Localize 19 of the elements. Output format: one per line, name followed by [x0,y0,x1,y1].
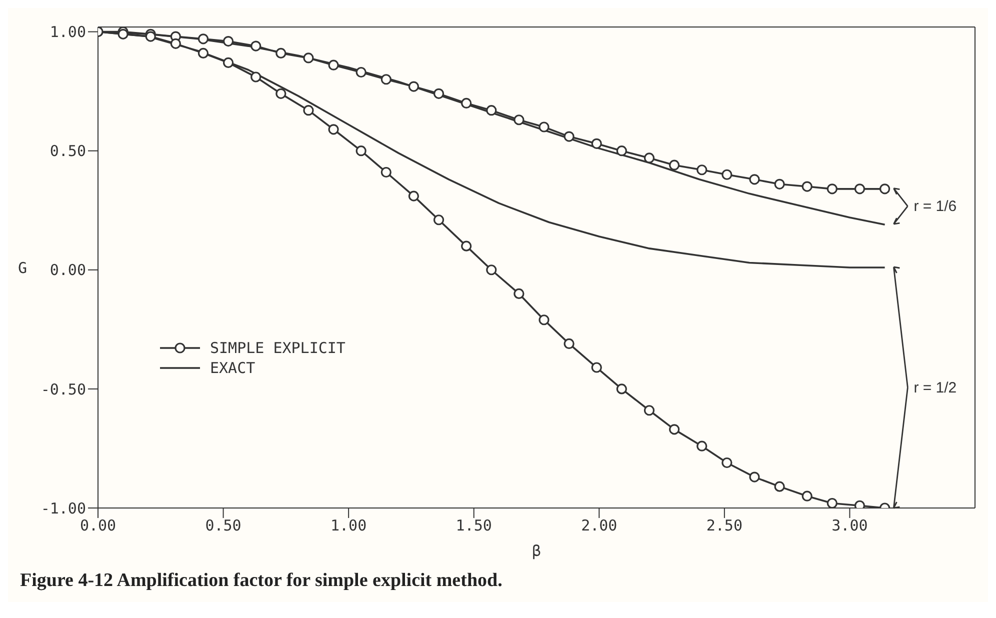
x-axis-title: β [532,542,542,560]
annotation: r = 1/2 [914,380,957,396]
x-tick-label: 1.00 [330,516,367,535]
y-tick-label: -0.50 [40,380,86,398]
x-tick-label: 2.00 [581,516,618,535]
y-tick-label: 0.00 [50,261,86,280]
y-axis-title: G [18,258,28,277]
x-tick-label: 1.50 [456,516,492,535]
x-tick-label: 3.00 [832,516,868,535]
annotation: r = 1/6 [914,198,957,216]
x-tick-label: 2.50 [706,516,742,535]
y-tick-label: 1.00 [50,23,86,42]
legend-label: SIMPLE EXPLICIT [210,338,346,358]
text: Figure 4-12 Amplification factor for simple explicit method. [19,569,504,593]
legend-label: EXACT [210,358,256,378]
x-tick-label: 0.00 [80,516,116,535]
y-tick-label: -1.00 [40,499,86,518]
x-tick-label: 0.50 [205,516,242,535]
y-tick-label: 0.50 [50,142,86,160]
